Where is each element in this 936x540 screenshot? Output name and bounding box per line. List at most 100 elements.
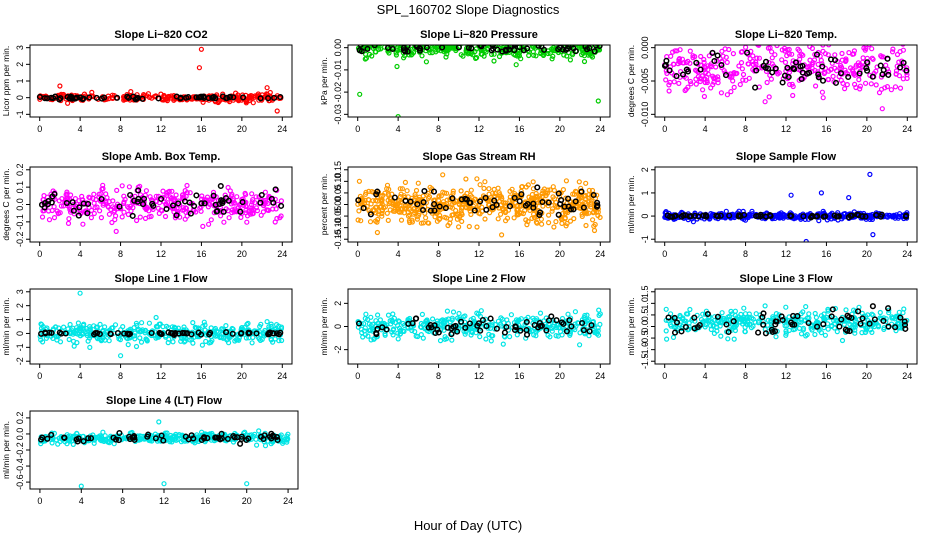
point bbox=[831, 325, 838, 331]
point bbox=[469, 194, 475, 200]
point bbox=[844, 81, 850, 88]
point bbox=[58, 330, 65, 337]
point bbox=[873, 68, 879, 74]
point bbox=[557, 200, 564, 208]
point bbox=[258, 433, 265, 440]
point bbox=[871, 36, 875, 40]
point bbox=[873, 212, 880, 219]
point bbox=[463, 196, 470, 203]
point bbox=[515, 211, 522, 218]
point bbox=[51, 204, 57, 210]
point bbox=[536, 211, 543, 219]
point bbox=[118, 327, 124, 333]
point bbox=[97, 437, 104, 443]
point bbox=[56, 435, 62, 441]
point bbox=[740, 316, 747, 322]
point bbox=[390, 332, 396, 338]
point bbox=[555, 211, 562, 218]
point bbox=[431, 201, 438, 208]
point bbox=[842, 326, 849, 333]
point bbox=[405, 320, 412, 327]
point bbox=[193, 192, 200, 199]
point bbox=[723, 321, 730, 328]
x-tick-label: 0 bbox=[37, 249, 42, 259]
point bbox=[766, 211, 773, 219]
point bbox=[250, 197, 256, 203]
data-points bbox=[663, 303, 910, 344]
point bbox=[131, 325, 137, 331]
point bbox=[436, 193, 442, 199]
point bbox=[86, 94, 93, 101]
point bbox=[501, 329, 508, 336]
point bbox=[391, 194, 398, 201]
point bbox=[663, 306, 669, 312]
point bbox=[562, 38, 566, 42]
point bbox=[750, 53, 756, 59]
point bbox=[671, 314, 678, 321]
point bbox=[558, 319, 565, 326]
point bbox=[838, 77, 844, 84]
point bbox=[206, 221, 212, 227]
y-tick-label: 0 bbox=[15, 331, 25, 336]
point bbox=[440, 172, 446, 178]
point bbox=[88, 215, 95, 221]
point bbox=[436, 203, 443, 210]
point bbox=[690, 53, 696, 59]
point bbox=[677, 47, 683, 53]
point bbox=[782, 48, 788, 54]
point bbox=[846, 195, 852, 201]
point bbox=[139, 436, 145, 442]
point bbox=[169, 188, 175, 194]
point bbox=[408, 325, 414, 331]
y-tick-label: -0.4 bbox=[15, 458, 25, 474]
point bbox=[239, 199, 246, 206]
point bbox=[572, 198, 579, 205]
point bbox=[822, 332, 829, 338]
point bbox=[121, 193, 127, 199]
point bbox=[274, 322, 280, 328]
y-tick-label: -0.1 bbox=[15, 214, 25, 230]
point bbox=[878, 211, 885, 218]
point bbox=[397, 331, 404, 337]
point bbox=[233, 90, 239, 96]
point bbox=[173, 433, 179, 439]
point bbox=[150, 206, 156, 212]
point bbox=[153, 193, 159, 199]
point bbox=[242, 324, 248, 330]
point bbox=[126, 205, 132, 211]
point bbox=[798, 319, 804, 325]
x-tick-label: 8 bbox=[743, 249, 748, 259]
point bbox=[820, 95, 826, 101]
point bbox=[539, 198, 546, 206]
point bbox=[415, 39, 419, 43]
point bbox=[718, 90, 725, 96]
point bbox=[498, 211, 504, 217]
point bbox=[551, 224, 557, 230]
point bbox=[587, 202, 594, 208]
point bbox=[214, 207, 221, 215]
point bbox=[555, 40, 559, 44]
point bbox=[541, 30, 545, 34]
point bbox=[272, 186, 279, 193]
x-tick-label: 8 bbox=[118, 249, 123, 259]
point bbox=[467, 199, 474, 206]
y-tick-label: 1 bbox=[640, 190, 650, 195]
x-tick-label: 16 bbox=[821, 249, 831, 259]
point bbox=[579, 319, 586, 327]
point bbox=[901, 321, 909, 329]
point bbox=[404, 45, 411, 50]
point bbox=[445, 45, 451, 48]
point bbox=[400, 35, 404, 39]
point bbox=[214, 333, 220, 339]
point bbox=[587, 51, 593, 58]
point bbox=[450, 188, 456, 194]
x-tick-label: 8 bbox=[120, 496, 125, 506]
point bbox=[740, 71, 747, 78]
point bbox=[850, 66, 856, 73]
point bbox=[682, 212, 689, 219]
point bbox=[561, 45, 565, 46]
point bbox=[278, 213, 284, 219]
point bbox=[867, 327, 874, 333]
point bbox=[665, 314, 672, 321]
point bbox=[119, 214, 125, 220]
